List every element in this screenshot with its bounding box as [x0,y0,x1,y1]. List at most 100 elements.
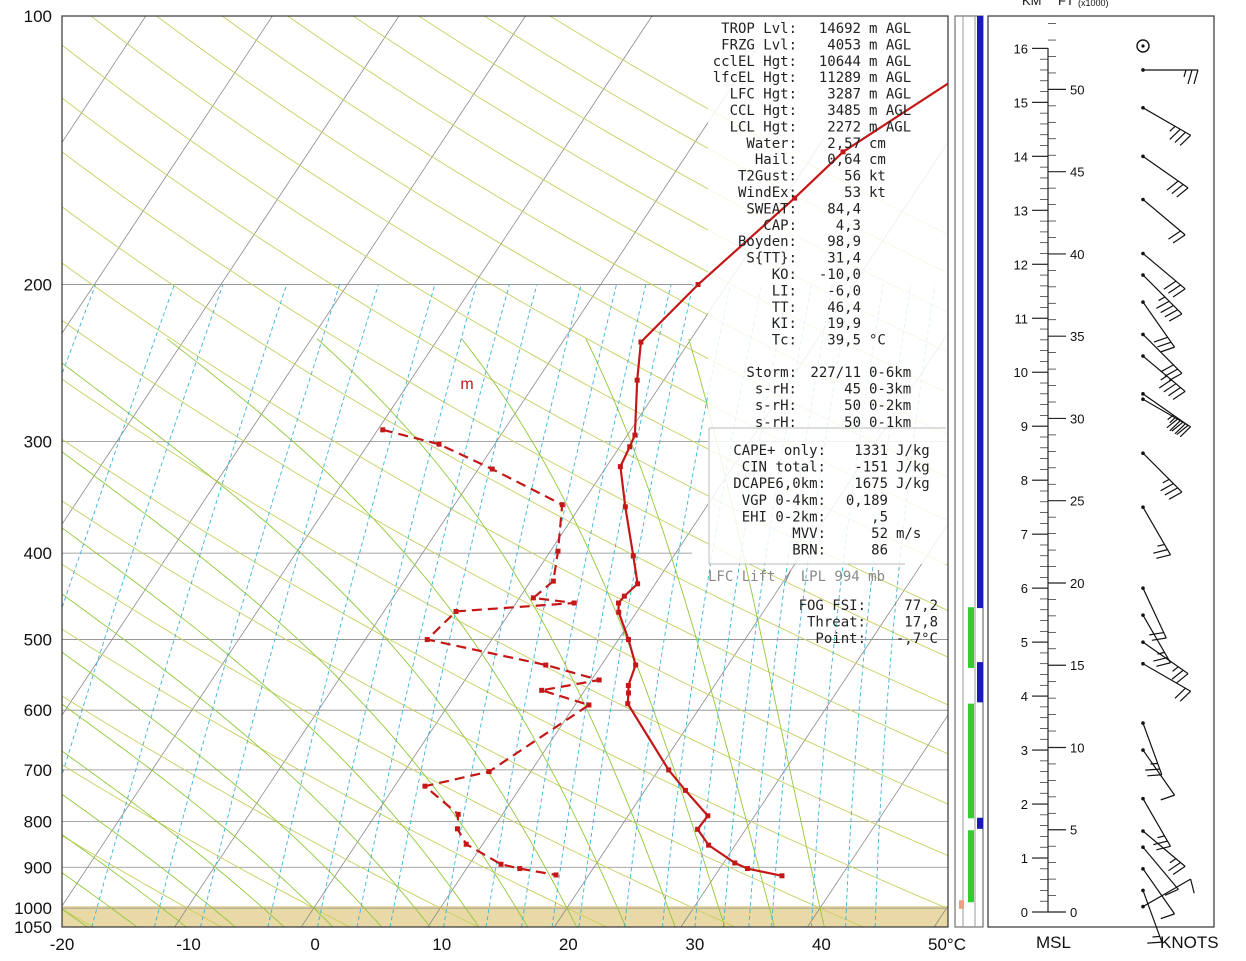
km-tick-label: 9 [1021,419,1028,434]
index-row-unit: kt [869,185,886,201]
dewpoint-point [489,466,495,472]
index-row-label: Water: [746,136,797,152]
pressure-tick-label: 1050 [14,918,52,937]
mixing-ratio-line [317,284,477,927]
height-axis: 0123456789101112131415160510152025303540… [1014,23,1084,920]
pressure-tick-label: 700 [24,761,52,780]
dewpoint-point [422,783,428,789]
mixing-ratio-line [624,284,731,927]
dewpoint-point [455,811,461,817]
index-row: TROP Lvl: 14692 m AGL [721,21,911,37]
dewpoint-point [530,595,536,601]
dewpoint-point [596,677,602,683]
index-row: SWEAT: 84,4 [746,201,861,217]
mixing-ratio-line [267,284,436,927]
index-row-unit: m AGL [869,54,911,70]
index-row-label: KO: [772,267,797,283]
pressure-tick-label: 900 [24,858,52,877]
mixing-ratio-line [694,284,789,927]
index-row: LI: -6,0 [772,283,861,299]
x-axis: -20 -10 0 10 20 30 40 50°C [50,935,966,954]
wind-barb [1141,300,1176,353]
wind-barb [1141,273,1183,322]
fog-row-value: -,7°C [896,631,938,647]
knots-label: KNOTS [1160,933,1219,952]
ft-tick-label: 40 [1070,247,1084,262]
storm-row: s-rH: 50 0-2km [755,398,911,414]
wind-barb [1141,888,1163,944]
index-row-value: 4053 [827,37,861,53]
index-row-unit: m AGL [869,103,911,119]
index-row-unit: m AGL [869,70,911,86]
x-tick-label: 20 [559,935,578,954]
index-row-label: Tc: [772,333,797,349]
temperature-point [625,690,631,696]
indicator-bar [977,662,983,703]
index-row-value: 98,9 [827,234,861,250]
lift-caption: LFC Lift / LPL 994 mb [708,569,885,585]
mixing-ratio-line [485,284,617,927]
index-row-unit: m AGL [869,37,911,53]
cape-row-value: 1331 [854,443,888,459]
isotherm [62,16,526,716]
storm-row-unit: 0-1km [869,415,911,431]
wind-barb [1141,845,1179,896]
dewpoint-point [454,826,460,832]
moist-adiabat [62,703,334,927]
wind-barb [1141,878,1195,909]
dewpoint-point [463,841,469,847]
fog-row: Threat: 17,8 [807,615,938,631]
plot-frame [61,15,949,928]
index-row-label: CCL Hgt: [730,103,797,119]
temperature-point [621,593,627,599]
wind-barb [1141,661,1192,702]
fog-row-label: Point: [815,631,866,647]
indicator-bar [968,607,974,668]
cape-row-label: DCAPE6,0km: [733,476,826,492]
index-row-unit: m AGL [869,21,911,37]
index-row-value: -6,0 [827,283,861,299]
wind-barb [1141,867,1176,920]
km-tick-label: 14 [1014,149,1028,164]
cape-row-value: 86 [871,543,888,559]
index-row-label: S{TT}: [746,251,797,267]
moist-adiabat [585,338,775,927]
temperature-point [634,377,640,383]
dewpoint-line [382,428,600,876]
mixing-ratio-line [62,284,175,610]
mixing-ratio-line [722,284,812,927]
ft-tick-label: 20 [1070,576,1084,591]
dry-adiabat [62,151,948,658]
ft-tick-label: 15 [1070,658,1084,673]
storm-row-unit: 0-3km [869,382,911,398]
pressure-tick-label: 100 [24,7,52,26]
temperature-point [617,464,623,470]
storm-row: s-rH: 45 0-3km [755,382,911,398]
indicator-bar [977,16,983,609]
dewpoint-point [539,687,545,693]
km-tick-label: 8 [1021,473,1028,488]
indicator-bar [968,830,974,903]
km-tick-label: 1 [1021,851,1028,866]
index-row-label: cclEL Hgt: [713,54,797,70]
dewpoint-point [498,861,504,867]
index-row: Boyden: 98,9 [738,234,861,250]
ft-header: FT [1058,0,1074,8]
index-row-value: 39,5 [827,333,861,349]
index-row-label: FRZG Lvl: [721,37,797,53]
cape-row: DCAPE6,0km: 1675 J/kg [733,476,929,492]
index-row-label: lfcEL Hgt: [713,70,797,86]
cape-row-value: 0,189 [846,493,888,509]
wind-barb [1141,505,1172,559]
dry-adiabat [90,16,948,522]
index-row: T2Gust: 56 kt [738,169,886,185]
cape-row: MVV: 52 m/s [792,526,921,542]
wind-barb [1141,796,1172,851]
km-tick-label: 0 [1021,905,1028,920]
storm-row: s-rH: 50 0-1km [755,415,911,431]
pressure-tick-label: 600 [24,701,52,720]
temperature-point [625,637,631,643]
dewpoint-point [424,637,430,643]
moist-adiabat [62,527,480,927]
